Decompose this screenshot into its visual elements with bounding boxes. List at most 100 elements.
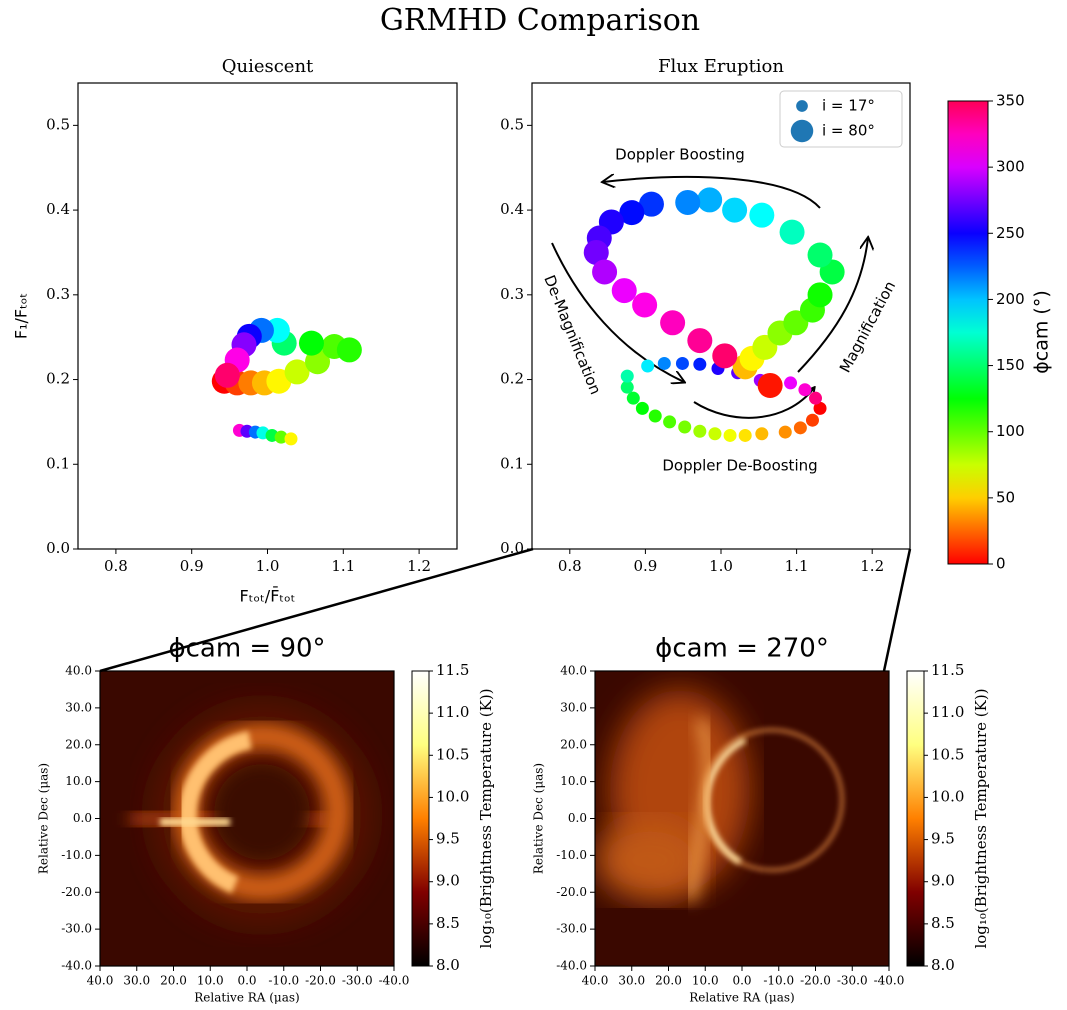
y-axis-label: Relative Dec (μas) — [532, 763, 546, 874]
scatter-point — [336, 337, 362, 363]
colorbar-tick-label: 50 — [996, 488, 1015, 506]
scatter-point — [214, 362, 240, 388]
x-tick-label: 1.2 — [860, 557, 884, 575]
y-tick-label: 20.0 — [560, 737, 587, 751]
axes-frame — [77, 82, 458, 550]
scatter-point — [620, 380, 634, 394]
y-tick-label: 0.0 — [73, 811, 92, 825]
scatter-point — [657, 356, 671, 370]
legend-label: i = 17° — [822, 97, 875, 115]
x-tick-label: 10.0 — [692, 974, 719, 988]
y-tick-label: -10.0 — [61, 848, 92, 862]
y-tick-label: 0.3 — [46, 285, 70, 303]
scatter-point — [778, 425, 792, 439]
x-tick-label: -10.0 — [763, 974, 794, 988]
legend-marker — [790, 119, 814, 143]
y-tick-label: 0.4 — [500, 200, 524, 218]
y-tick-label: 0.5 — [46, 115, 70, 133]
y-tick-label: 0.2 — [500, 370, 524, 388]
colorbar-tick-label: 10.0 — [436, 787, 469, 805]
image-title: ϕcam = 90° — [168, 634, 325, 664]
x-tick-label: -30.0 — [342, 974, 373, 988]
scatter-point — [708, 427, 722, 441]
x-tick-label: 1.1 — [785, 557, 809, 575]
colorbar-tick-label: 0 — [996, 555, 1006, 573]
y-tick-label: 0.1 — [46, 454, 70, 472]
scatter-point — [757, 372, 783, 398]
x-tick-label: 1.2 — [407, 557, 431, 575]
x-tick-label: 0.0 — [732, 974, 751, 988]
colorbar-tick-label: 8.0 — [436, 956, 460, 974]
annotation-arrows — [551, 177, 868, 419]
image-left — [100, 671, 394, 966]
y-tick-label: 30.0 — [560, 700, 587, 714]
x-tick-label: 1.0 — [256, 557, 280, 575]
colorbar-tick-label: 9.0 — [931, 872, 955, 890]
axes-frame — [594, 670, 890, 967]
colorbar-tick-label: 100 — [996, 422, 1025, 440]
colorbar-tick-label: 11.5 — [931, 661, 964, 679]
y-tick-label: -30.0 — [61, 922, 92, 936]
axes-frame — [99, 670, 395, 967]
y-axis-label: F₁/Fₜₒₜ — [12, 293, 31, 339]
y-tick-label: -20.0 — [61, 885, 92, 899]
colorbar — [906, 670, 925, 967]
scatter-point — [274, 430, 288, 444]
scatter-point — [675, 189, 701, 215]
connector-line — [882, 548, 912, 672]
scatter-point — [592, 259, 618, 285]
x-tick-label: 30.0 — [123, 974, 150, 988]
y-tick-label: 10.0 — [560, 774, 587, 788]
x-tick-label: -20.0 — [800, 974, 831, 988]
scatter-point — [648, 409, 662, 423]
x-tick-label: 0.0 — [237, 974, 256, 988]
scatter-point — [784, 376, 798, 390]
scatter-point — [663, 415, 677, 429]
scatter-point — [660, 310, 686, 336]
scatter-point — [809, 391, 822, 405]
y-tick-label: 0.4 — [46, 200, 70, 218]
axes-title: Quiescent — [222, 56, 314, 77]
axes-frame — [531, 82, 911, 550]
scatter-point — [712, 343, 738, 369]
scatter-point — [678, 420, 692, 434]
annotation: Doppler De-Boosting — [662, 457, 817, 475]
colorbar — [411, 670, 430, 967]
x-tick-label: 1.1 — [331, 557, 355, 575]
annotation: Doppler Boosting — [615, 146, 745, 164]
scatter-point — [620, 369, 634, 383]
scatter-point — [632, 292, 658, 318]
y-tick-label: 40.0 — [65, 664, 92, 678]
scatter-point — [723, 428, 737, 442]
x-axis-label: Fₜₒₜ/F̄ₜₒₜ — [240, 587, 296, 606]
y-tick-label: 0.0 — [500, 539, 524, 557]
x-axis-label: Relative RA (μas) — [194, 991, 299, 1005]
colorbar-tick-label: 150 — [996, 356, 1025, 374]
scatter-point — [738, 428, 752, 442]
scatter-point — [793, 421, 807, 435]
y-tick-label: -20.0 — [556, 885, 587, 899]
x-tick-label: 0.9 — [633, 557, 657, 575]
x-tick-label: -40.0 — [379, 974, 410, 988]
annotation: Magnification — [836, 278, 899, 376]
colorbar-tick-label: 10.5 — [931, 745, 964, 763]
y-tick-label: -30.0 — [556, 922, 587, 936]
colorbar-tick-label: 11.0 — [436, 703, 469, 721]
scatter-point — [722, 197, 748, 223]
y-tick-label: -10.0 — [556, 848, 587, 862]
scatter-point — [749, 202, 775, 228]
scatter-point — [638, 191, 664, 217]
image-right — [595, 671, 889, 966]
colorbar-tick-label: 8.5 — [436, 914, 460, 932]
x-tick-label: 0.9 — [180, 557, 204, 575]
scatter-point — [807, 282, 833, 308]
y-tick-label: 30.0 — [65, 700, 92, 714]
scatter-point — [813, 401, 827, 415]
scatter-point — [693, 357, 707, 371]
scatter-point — [675, 356, 689, 370]
scatter-point — [635, 401, 649, 415]
y-tick-label: 0.1 — [500, 454, 524, 472]
y-tick-label: 0.0 — [568, 811, 587, 825]
x-axis-label: Relative RA (μas) — [689, 991, 794, 1005]
